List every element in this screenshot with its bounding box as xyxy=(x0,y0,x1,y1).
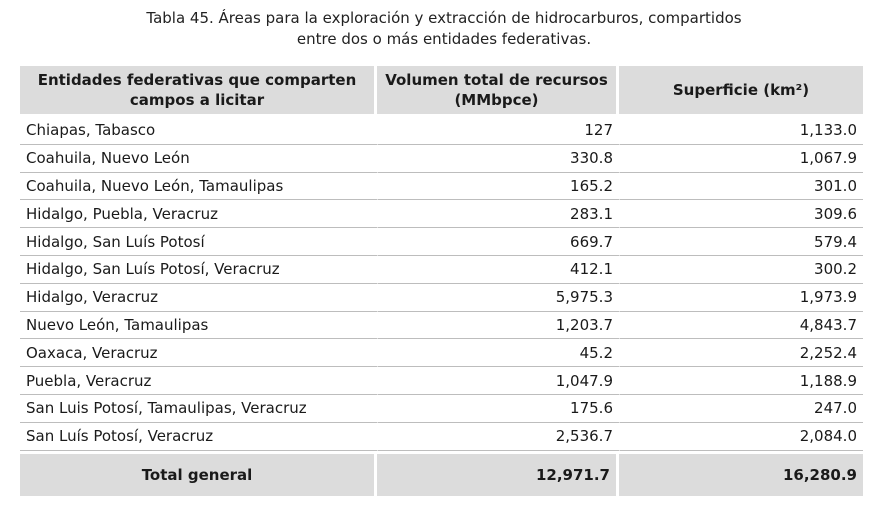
cell-entidades: Hidalgo, San Luís Potosí xyxy=(20,228,377,256)
caption-line-1: Tabla 45. Áreas para la exploración y ex… xyxy=(146,9,742,27)
cell-entidades: Coahuila, Nuevo León, Tamaulipas xyxy=(20,173,377,201)
cell-entidades: San Luís Potosí, Veracruz xyxy=(20,423,377,451)
cell-superficie: 247.0 xyxy=(619,394,863,423)
table-row: San Luís Potosí, Veracruz 2,536.7 2,084.0 xyxy=(20,422,863,451)
cell-superficie: 579.4 xyxy=(619,228,863,256)
cell-entidades: Hidalgo, San Luís Potosí, Veracruz xyxy=(20,256,377,284)
table-row: Hidalgo, San Luís Potosí, Veracruz 412.1 3… xyxy=(20,255,863,284)
cell-volumen: 1,047.9 xyxy=(377,367,619,395)
cell-superficie: 2,084.0 xyxy=(619,422,863,451)
header-volumen: Volumen total de recursos (MMbpce) xyxy=(377,66,619,117)
table-row: Puebla, Veracruz 1,047.9 1,188.9 xyxy=(20,367,863,395)
table-row: Chiapas, Tabasco 127 1,133.0 xyxy=(20,117,863,145)
cell-superficie: 301.0 xyxy=(619,172,863,201)
cell-superficie: 1,973.9 xyxy=(619,283,863,312)
cell-entidades: Hidalgo, Puebla, Veracruz xyxy=(20,200,377,229)
cell-entidades: Coahuila, Nuevo León xyxy=(20,145,377,173)
cell-volumen: 669.7 xyxy=(377,228,619,256)
total-superficie: 16,280.9 xyxy=(619,450,863,496)
table-row: Coahuila, Nuevo León 330.8 1,067.9 xyxy=(20,144,863,173)
header-entidades: Entidades federativas que comparten camp… xyxy=(20,66,377,117)
table-caption: Tabla 45. Áreas para la exploración y ex… xyxy=(0,8,888,50)
table-header: Entidades federativas que comparten camp… xyxy=(20,66,863,117)
cell-superficie: 1,067.9 xyxy=(619,144,863,173)
cell-volumen: 127 xyxy=(377,117,619,145)
table-row: Hidalgo, Veracruz 5,975.3 1,973.9 xyxy=(20,283,863,312)
table-body: Chiapas, Tabasco 127 1,133.0 Coahuila, Nuev… xyxy=(20,117,863,451)
caption-line-2: entre dos o más entidades federativas. xyxy=(296,30,592,48)
cell-superficie: 1,133.0 xyxy=(619,117,863,145)
table-row: Oaxaca, Veracruz 45.2 2,252.4 xyxy=(20,339,863,368)
cell-volumen: 330.8 xyxy=(377,144,619,173)
table-row: Coahuila, Nuevo León, Tamaulipas 165.2 301… xyxy=(20,172,863,201)
table-footer: Total general 12,971.7 16,280.9 xyxy=(20,450,863,496)
cell-volumen: 2,536.7 xyxy=(377,422,619,451)
hydrocarbon-areas-table: Entidades federativas que comparten camp… xyxy=(20,66,863,496)
cell-superficie: 300.2 xyxy=(619,255,863,284)
cell-superficie: 1,188.9 xyxy=(619,367,863,395)
cell-entidades: Oaxaca, Veracruz xyxy=(20,339,377,368)
cell-volumen: 1,203.7 xyxy=(377,311,619,340)
cell-volumen: 283.1 xyxy=(377,200,619,229)
cell-entidades: Hidalgo, Veracruz xyxy=(20,284,377,312)
total-label: Total general xyxy=(20,450,377,496)
cell-entidades: Nuevo León, Tamaulipas xyxy=(20,312,377,340)
table-row: Hidalgo, Puebla, Veracruz 283.1 309.6 xyxy=(20,200,863,229)
cell-volumen: 165.2 xyxy=(377,172,619,201)
total-volumen: 12,971.7 xyxy=(377,450,619,496)
cell-volumen: 175.6 xyxy=(377,394,619,423)
cell-entidades: Chiapas, Tabasco xyxy=(20,117,377,145)
cell-volumen: 45.2 xyxy=(377,339,619,368)
cell-entidades: San Luis Potosí, Tamaulipas, Veracruz xyxy=(20,395,377,423)
cell-superficie: 309.6 xyxy=(619,200,863,229)
cell-superficie: 2,252.4 xyxy=(619,339,863,368)
header-superficie: Superficie (km²) xyxy=(619,66,863,117)
table-row: Hidalgo, San Luís Potosí 669.7 579.4 xyxy=(20,228,863,256)
table-row: Nuevo León, Tamaulipas 1,203.7 4,843.7 xyxy=(20,311,863,340)
cell-volumen: 412.1 xyxy=(377,255,619,284)
table-row: San Luis Potosí, Tamaulipas, Veracruz 175… xyxy=(20,394,863,423)
cell-superficie: 4,843.7 xyxy=(619,311,863,340)
cell-entidades: Puebla, Veracruz xyxy=(20,367,377,395)
cell-volumen: 5,975.3 xyxy=(377,283,619,312)
header-row: Entidades federativas que comparten camp… xyxy=(20,66,863,117)
total-row: Total general 12,971.7 16,280.9 xyxy=(20,450,863,496)
